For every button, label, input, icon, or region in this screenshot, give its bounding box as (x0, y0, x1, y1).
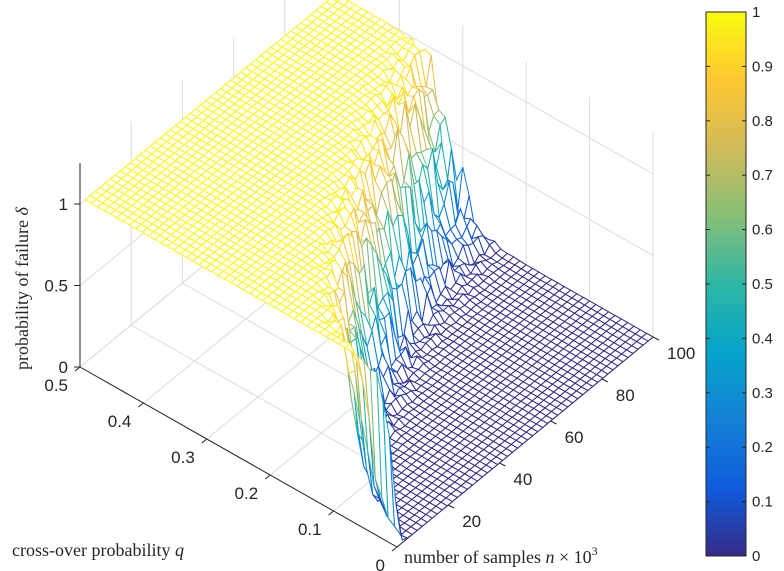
y-tick-label: 40 (513, 470, 532, 489)
x-tick-mark (138, 402, 144, 408)
x-tick-mark (264, 474, 271, 480)
colorbar (705, 11, 747, 557)
x-tick-mark (201, 438, 208, 444)
x-tick-label: 0.1 (298, 520, 322, 539)
x-tick-label: 0.2 (235, 484, 259, 503)
surface-mesh (84, 0, 654, 541)
x-axis-line (79, 366, 398, 548)
z-tick-label: 0.5 (44, 277, 68, 296)
colorbar-tick-label: 0.2 (752, 439, 773, 456)
colorbar-tick-label: 0.1 (752, 494, 773, 511)
y-tick-label: 100 (667, 344, 695, 363)
y-tick-label: 60 (565, 428, 584, 447)
colorbar-tick-label: 0.3 (752, 385, 773, 402)
x-tick-mark (328, 510, 334, 516)
x-tick-label: 0.5 (44, 376, 68, 395)
colorbar-tick-label: 0.9 (752, 58, 773, 75)
y-tick-label: 80 (616, 386, 635, 405)
colorbar-tick-label: 0.5 (752, 276, 773, 293)
y-tick-mark (652, 336, 660, 341)
y-axis-label: number of samples n × 103 (404, 544, 598, 567)
y-tick-mark (601, 378, 609, 383)
x-tick-label: 0 (376, 556, 385, 571)
colorbar-tick-label: 0.8 (752, 113, 773, 130)
z-axis-label: probability of failure δ (12, 207, 32, 370)
x-tick-mark (74, 366, 81, 372)
x-tick-label: 0.3 (171, 448, 195, 467)
z-tick-label: 0 (59, 358, 68, 377)
surface-cell (395, 502, 409, 541)
x-tick-label: 0.4 (108, 412, 132, 431)
y-tick-mark (550, 420, 557, 425)
colorbar-tick-label: 0.7 (752, 167, 773, 184)
colorbar-tick-label: 0.4 (752, 330, 773, 347)
colorbar-tick-label: 0 (752, 548, 760, 565)
y-tick-mark (447, 504, 455, 509)
y-tick-mark (499, 462, 506, 467)
x-axis-label: cross-over probability q (12, 540, 184, 560)
colorbar-tick-label: 0.6 (752, 222, 773, 239)
colorbar-tick-label: 1 (752, 4, 760, 21)
y-tick-label: 20 (462, 512, 481, 531)
colorbar-ticks: 0 0.1 0.2 0.3 0.4 0.5 0.6 0.7 0.8 0.9 1 (706, 4, 773, 565)
z-tick-label: 1 (59, 195, 68, 214)
x-tick-mark (391, 546, 398, 552)
